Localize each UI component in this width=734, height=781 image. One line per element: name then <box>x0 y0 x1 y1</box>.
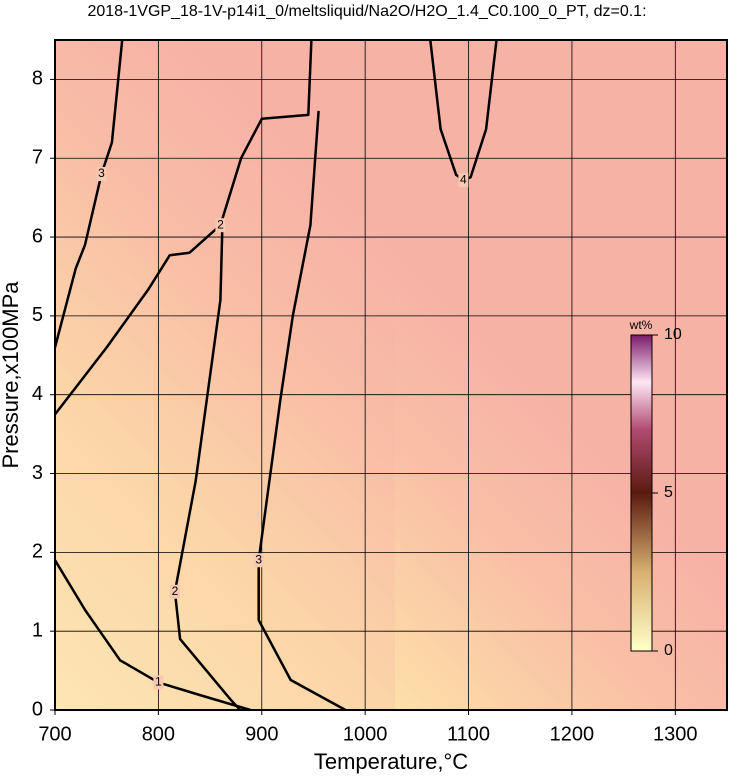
contour-label: 2 <box>217 217 224 231</box>
y-tick-label: 7 <box>32 147 43 169</box>
x-tick-label: 1100 <box>447 723 490 745</box>
x-tick-label: 700 <box>38 723 71 745</box>
contour-label: 2 <box>172 584 179 598</box>
contour-label: 3 <box>98 166 105 180</box>
x-axis-label: Temperature,°C <box>314 749 468 774</box>
contour-label-bg <box>96 167 107 181</box>
contour-label: 3 <box>255 552 262 566</box>
x-tick-label: 1000 <box>343 723 388 745</box>
y-tick-label: 0 <box>32 698 43 720</box>
chart-title: 2018-1VGP_18-1V-p14i1_0/meltsliquid/Na2O… <box>87 3 646 20</box>
contours: 1 2 2 3 3 4 <box>53 39 498 712</box>
y-tick-label: 1 <box>32 619 43 641</box>
plot-background <box>55 40 727 710</box>
y-tick-label: 8 <box>32 68 43 90</box>
contour-label-bg <box>153 675 164 690</box>
y-axis-label: Pressure,x100MPa <box>0 281 23 469</box>
colorbar-tick-label: 0 <box>664 642 673 659</box>
colorbar-tick-label: 10 <box>664 326 682 343</box>
x-tick-label: 1300 <box>653 723 698 745</box>
plot-frame <box>54 39 728 711</box>
colorbar <box>630 334 653 652</box>
colorbar-ticks: 0 5 10 <box>652 326 682 659</box>
y-tick-label: 2 <box>32 541 43 563</box>
contour-label-bg <box>253 553 264 568</box>
contour-line <box>257 110 347 712</box>
contour-label: 4 <box>460 172 467 186</box>
contour-line <box>53 39 124 348</box>
y-tick-label: 3 <box>32 462 43 484</box>
y-tick-label: 4 <box>32 383 43 405</box>
x-tick-label: 800 <box>142 723 175 745</box>
contour-line <box>54 39 313 416</box>
y-tick-label: 6 <box>32 225 43 247</box>
contour-label: 1 <box>155 675 162 689</box>
colorbar-tick-label: 5 <box>664 484 673 501</box>
plot-shade <box>55 40 395 710</box>
y-tick-label: 5 <box>32 304 43 326</box>
contour-line <box>53 559 251 712</box>
x-tick-label: 900 <box>245 723 278 745</box>
contour-label-bg <box>169 584 180 599</box>
contour-label-bg <box>458 173 469 188</box>
x-tick-label: 1200 <box>550 723 595 745</box>
contour-label-bg <box>215 218 226 233</box>
colorbar-label: wt% <box>629 318 653 332</box>
